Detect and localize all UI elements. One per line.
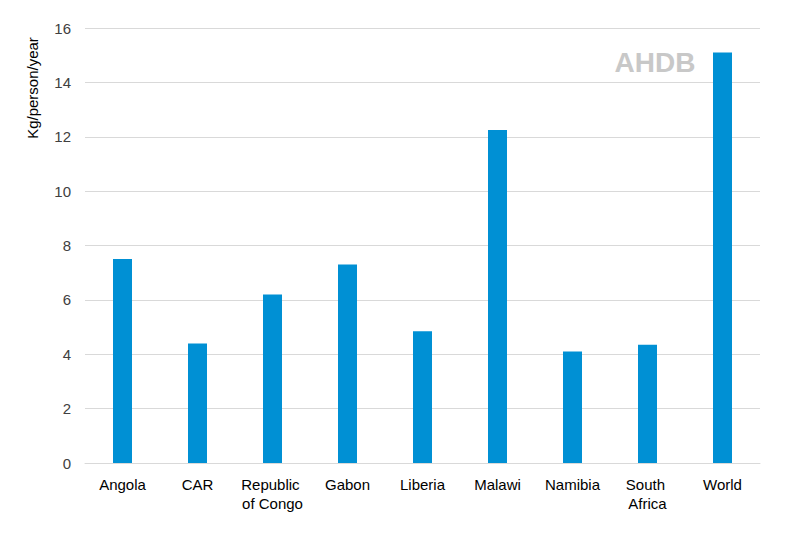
svg-text:of Congo: of Congo (242, 495, 303, 512)
svg-text:Africa: Africa (628, 495, 667, 512)
svg-text:Kg/person/year: Kg/person/year (24, 37, 41, 139)
svg-text:12: 12 (54, 128, 71, 145)
svg-text:2: 2 (63, 400, 71, 417)
svg-text:Liberia: Liberia (400, 476, 446, 493)
svg-text:0: 0 (63, 455, 71, 472)
svg-text:AHDB: AHDB (615, 47, 696, 78)
svg-text:South: South (626, 476, 669, 493)
svg-text:8: 8 (63, 237, 71, 254)
svg-text:6: 6 (63, 291, 71, 308)
svg-text:Gabon: Gabon (325, 476, 370, 493)
svg-text:Angola: Angola (99, 476, 146, 493)
svg-text:Namibia: Namibia (545, 476, 601, 493)
svg-text:16: 16 (54, 20, 71, 37)
svg-text:CAR: CAR (182, 476, 214, 493)
svg-text:World: World (703, 476, 742, 493)
svg-text:Malawi: Malawi (474, 476, 521, 493)
svg-text:Republic: Republic (241, 476, 304, 493)
svg-text:10: 10 (54, 183, 71, 200)
svg-text:4: 4 (63, 346, 71, 363)
svg-text:14: 14 (54, 74, 71, 91)
